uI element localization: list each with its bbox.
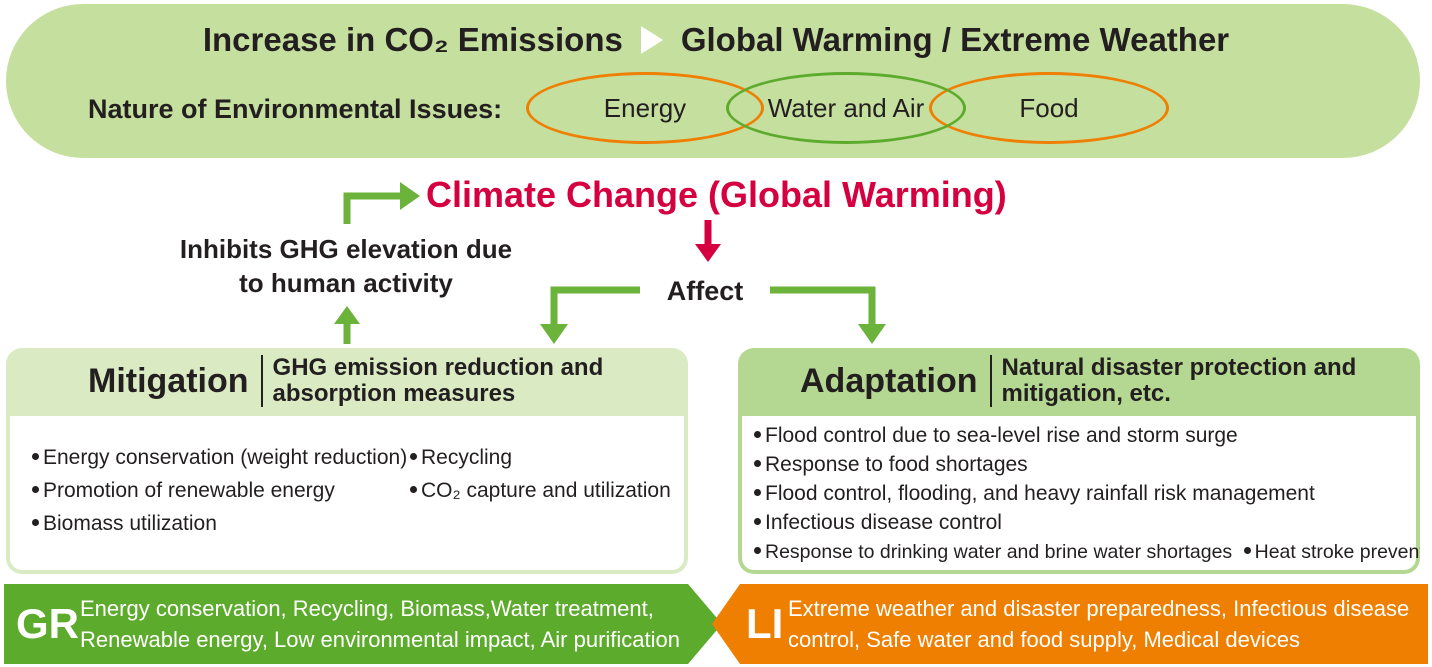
gr-line-1: Energy conservation, Recycling, Biomass,… bbox=[80, 596, 654, 621]
adaptation-item-text: Heat stroke prevention bbox=[1254, 541, 1420, 563]
adaptation-item-text: Flood control, flooding, and heavy rainf… bbox=[765, 482, 1315, 505]
mitigation-item-text: Energy conservation (weight reduction) bbox=[43, 446, 408, 469]
climate-down-arrowhead bbox=[695, 244, 721, 262]
bullet-icon bbox=[1243, 547, 1251, 555]
climate-change-heading: Climate Change (Global Warming) bbox=[426, 174, 1007, 215]
adaptation-description: Natural disaster protection and mitigati… bbox=[1002, 355, 1357, 407]
mitigation-panel: Mitigation GHG emission reduction and ab… bbox=[6, 348, 688, 574]
gr-code: GR bbox=[16, 600, 79, 647]
adaptation-item: Infectious disease control bbox=[754, 509, 1002, 537]
adaptation-desc-line-1: Natural disaster protection and bbox=[1001, 354, 1357, 381]
bullet-icon bbox=[754, 488, 761, 496]
title-global-warming: Global Warming / Extreme Weather bbox=[680, 21, 1230, 58]
adaptation-item-text: Infectious disease control bbox=[765, 511, 1002, 534]
mitigation-up-arrowhead bbox=[334, 306, 360, 324]
gr-line-2: Renewable energy, Low environmental impa… bbox=[80, 627, 681, 652]
affect-to-mitigation-arrow bbox=[550, 286, 652, 326]
mitigation-item: Energy conservation (weight reduction) bbox=[32, 444, 407, 472]
adaptation-title: Adaptation bbox=[800, 361, 978, 400]
mitigation-desc-line-1: GHG emission reduction and bbox=[272, 354, 604, 381]
mitigation-divider bbox=[260, 355, 263, 407]
mitigation-list: Energy conservation (weight reduction) P… bbox=[10, 416, 684, 570]
adaptation-item-text: Response to food shortages bbox=[765, 453, 1028, 476]
inhibits-line-1: Inhibits GHG elevation due bbox=[179, 234, 513, 264]
adaptation-panel: Adaptation Natural disaster protection a… bbox=[738, 348, 1420, 574]
adaptation-item: Response to food shortages bbox=[754, 451, 1028, 479]
adaptation-item-text: Response to drinking water and brine wat… bbox=[765, 541, 1233, 563]
affect-label: Affect bbox=[640, 274, 770, 308]
mitigation-description: GHG emission reduction and absorption me… bbox=[273, 355, 604, 407]
li-line-1: Extreme weather and disaster preparednes… bbox=[788, 596, 1410, 621]
issue-energy-ellipse: Energy bbox=[526, 72, 764, 144]
bullet-icon bbox=[754, 459, 761, 467]
issue-energy-label: Energy bbox=[603, 92, 687, 123]
adaptation-item: Response to drinking water and brine wat… bbox=[754, 538, 1420, 566]
bullet-icon bbox=[754, 430, 761, 438]
mitigation-title: Mitigation bbox=[88, 361, 249, 400]
issue-food-label: Food bbox=[1019, 92, 1079, 123]
li-bar: LI Extreme weather and disaster prepared… bbox=[712, 584, 1428, 664]
mitigation-header: Mitigation GHG emission reduction and ab… bbox=[6, 348, 688, 414]
bullet-icon bbox=[754, 517, 761, 525]
adaptation-divider bbox=[989, 355, 992, 407]
play-arrow-icon bbox=[640, 26, 663, 54]
issue-food-ellipse: Food bbox=[929, 72, 1169, 144]
inhibit-to-climate-arrow bbox=[343, 192, 402, 224]
adaptation-item-text: Flood control due to sea-level rise and … bbox=[765, 424, 1238, 447]
adaptation-item: Flood control due to sea-level rise and … bbox=[754, 422, 1238, 450]
inhibits-line-2: to human activity bbox=[239, 268, 453, 298]
affect-to-mitigation-arrowhead bbox=[540, 324, 568, 344]
adaptation-list: Flood control due to sea-level rise and … bbox=[742, 416, 1420, 570]
issue-water-air-ellipse: Water and Air bbox=[726, 72, 966, 144]
gr-bar: GR Energy conservation, Recycling, Bioma… bbox=[4, 584, 722, 664]
adaptation-desc-line-2: mitigation, etc. bbox=[1001, 380, 1171, 407]
bullet-icon bbox=[410, 452, 417, 460]
mitigation-item-text: Biomass utilization bbox=[43, 512, 217, 535]
bullet-icon bbox=[410, 485, 417, 493]
adaptation-header: Adaptation Natural disaster protection a… bbox=[738, 348, 1420, 414]
mitigation-item: Biomass utilization bbox=[32, 510, 217, 538]
adaptation-item: Flood control, flooding, and heavy rainf… bbox=[754, 480, 1315, 508]
li-code: LI bbox=[746, 600, 784, 647]
mitigation-item-text: Promotion of renewable energy bbox=[43, 479, 335, 502]
bullet-icon bbox=[32, 518, 39, 526]
inhibits-text: Inhibits GHG elevation due to human acti… bbox=[160, 232, 532, 300]
mitigation-item: CO₂ capture and utilization bbox=[410, 477, 671, 505]
inhibit-to-climate-arrowhead bbox=[400, 182, 420, 210]
mitigation-item-text: CO₂ capture and utilization bbox=[421, 479, 671, 502]
li-line-2: control, Safe water and food supply, Med… bbox=[788, 627, 1300, 652]
bullet-icon bbox=[32, 485, 39, 493]
mitigation-item-text: Recycling bbox=[421, 446, 513, 469]
bullet-icon bbox=[32, 452, 39, 460]
nature-label: Nature of Environmental Issues: bbox=[88, 94, 503, 124]
mitigation-desc-line-2: absorption measures bbox=[272, 380, 516, 407]
mitigation-item: Recycling bbox=[410, 444, 512, 472]
title-co2-emissions: Increase in CO₂ Emissions bbox=[202, 21, 623, 58]
affect-to-adaptation-arrow bbox=[762, 286, 876, 326]
affect-to-adaptation-arrowhead bbox=[858, 324, 886, 344]
top-title: Increase in CO₂ Emissions Global Warming… bbox=[0, 18, 1432, 62]
mitigation-item: Promotion of renewable energy bbox=[32, 477, 335, 505]
bullet-icon bbox=[754, 547, 761, 555]
issue-water-air-label: Water and Air bbox=[767, 92, 925, 123]
